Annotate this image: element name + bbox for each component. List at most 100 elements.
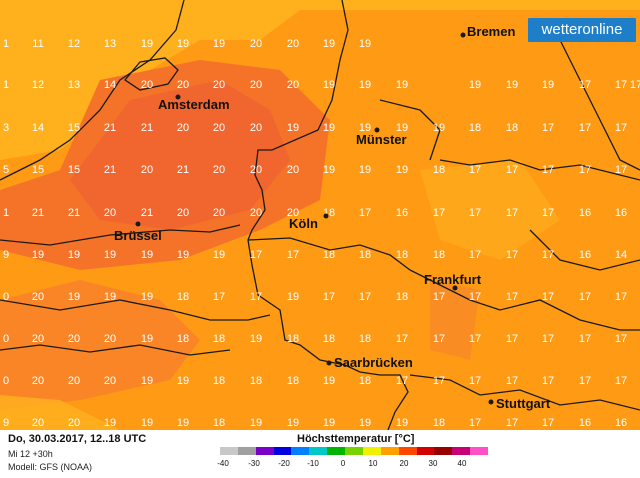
- grid-value: 18: [432, 249, 446, 261]
- city-dot[interactable]: [326, 360, 332, 366]
- grid-value: 20: [249, 122, 263, 134]
- grid-value: 18: [286, 333, 300, 345]
- grid-value: 17: [614, 122, 628, 134]
- grid-value: 17: [286, 249, 300, 261]
- legend-swatch: [220, 447, 239, 455]
- grid-value: 17: [578, 375, 592, 387]
- temperature-map[interactable]: 1 11 12 13 19 19 19 20 20 19 19 1 12 13 14 20 20 20 20 20 19…: [0, 0, 640, 430]
- grid-value: 9: [2, 249, 10, 261]
- grid-value: 19: [67, 291, 81, 303]
- grid-value: 19: [468, 79, 482, 91]
- grid-value: 17: [541, 122, 555, 134]
- city-dot[interactable]: [460, 32, 466, 38]
- city-dot[interactable]: [488, 399, 494, 405]
- city-dot[interactable]: [175, 94, 181, 100]
- grid-value: 20: [31, 417, 45, 429]
- grid-value: 17: [578, 122, 592, 134]
- grid-value: 17: [614, 333, 628, 345]
- legend-swatch: [434, 447, 453, 455]
- grid-value: 20: [67, 375, 81, 387]
- grid-value: 17: [358, 291, 372, 303]
- wetteronline-logo[interactable]: wetteronline: [528, 18, 636, 42]
- legend-tick-label: 20: [399, 459, 409, 468]
- grid-value: 17: [322, 291, 336, 303]
- grid-value: 20: [212, 122, 226, 134]
- city-label[interactable]: Stuttgart: [496, 396, 551, 411]
- grid-value: 17: [614, 164, 628, 176]
- city-label[interactable]: Amsterdam: [158, 97, 230, 112]
- grid-value: 20: [103, 333, 117, 345]
- legend-swatch: [309, 447, 328, 455]
- grid-value: 19: [322, 38, 336, 50]
- city-dot[interactable]: [135, 221, 141, 227]
- legend-tick-label: -40: [217, 459, 229, 468]
- grid-value: 17: [541, 291, 555, 303]
- grid-value: 19: [395, 122, 409, 134]
- grid-value: 21: [103, 122, 117, 134]
- city-dot[interactable]: [374, 127, 380, 133]
- legend-swatch: [362, 447, 382, 455]
- legend-swatch: [345, 447, 364, 455]
- grid-value: 19: [103, 417, 117, 429]
- grid-value: 20: [286, 164, 300, 176]
- grid-value: 19: [541, 79, 555, 91]
- grid-value: 18: [358, 375, 372, 387]
- grid-value: 18: [395, 249, 409, 261]
- grid-value: 19: [286, 417, 300, 429]
- legend-tick-label: 40: [457, 459, 467, 468]
- city-label[interactable]: Brüssel: [114, 228, 162, 243]
- grid-value: 20: [31, 375, 45, 387]
- grid-value: 13: [103, 38, 117, 50]
- grid-value: 20: [176, 122, 190, 134]
- legend-tick-label: -10: [307, 459, 319, 468]
- grid-value: 20: [249, 79, 263, 91]
- legend-swatch: [237, 447, 257, 455]
- grid-value: 18: [358, 333, 372, 345]
- city-label[interactable]: Münster: [356, 132, 407, 147]
- model-run: Mi 12 +30h: [8, 449, 53, 459]
- grid-value: 20: [31, 333, 45, 345]
- grid-value: 12: [31, 79, 45, 91]
- grid-value: 17: [468, 207, 482, 219]
- grid-value: 17: [212, 291, 226, 303]
- grid-value: 19: [212, 38, 226, 50]
- grid-value: 17: [249, 249, 263, 261]
- grid-value: 21: [140, 207, 154, 219]
- legend-swatch: [416, 447, 435, 455]
- forecast-date: Do, 30.03.2017, 12..18 UTC: [8, 433, 147, 445]
- grid-value: 20: [103, 375, 117, 387]
- grid-value: 18: [176, 291, 190, 303]
- grid-value: 19: [176, 38, 190, 50]
- grid-value: 19: [249, 333, 263, 345]
- city-label[interactable]: Bremen: [467, 24, 516, 39]
- grid-value: 20: [249, 38, 263, 50]
- grid-value: 17: [468, 164, 482, 176]
- grid-value: 15: [31, 164, 45, 176]
- grid-value: 17: [468, 249, 482, 261]
- grid-value: 20: [249, 164, 263, 176]
- grid-value: 17: [578, 291, 592, 303]
- grid-value: 18: [322, 249, 336, 261]
- grid-value: 0: [2, 291, 10, 303]
- grid-value: 14: [103, 79, 117, 91]
- city-label[interactable]: Saarbrücken: [334, 355, 413, 370]
- city-label[interactable]: Frankfurt: [424, 272, 482, 287]
- grid-value: 17: [432, 207, 446, 219]
- grid-value: 20: [212, 79, 226, 91]
- grid-value: 18: [358, 249, 372, 261]
- grid-value: 19: [322, 375, 336, 387]
- grid-value: 16: [578, 249, 592, 261]
- city-dot[interactable]: [323, 213, 329, 219]
- grid-value: 17: [614, 291, 628, 303]
- city-dot[interactable]: [452, 285, 458, 291]
- legend-tick-label: 30: [428, 459, 438, 468]
- grid-value: 21: [67, 207, 81, 219]
- grid-value: 17: [468, 375, 482, 387]
- city-label[interactable]: Köln: [289, 216, 318, 231]
- grid-value: 0: [2, 333, 10, 345]
- grid-value: 17: [432, 291, 446, 303]
- grid-value: 20: [176, 79, 190, 91]
- grid-value: 17: [614, 375, 628, 387]
- grid-value: 21: [176, 164, 190, 176]
- grid-value: 17: [578, 164, 592, 176]
